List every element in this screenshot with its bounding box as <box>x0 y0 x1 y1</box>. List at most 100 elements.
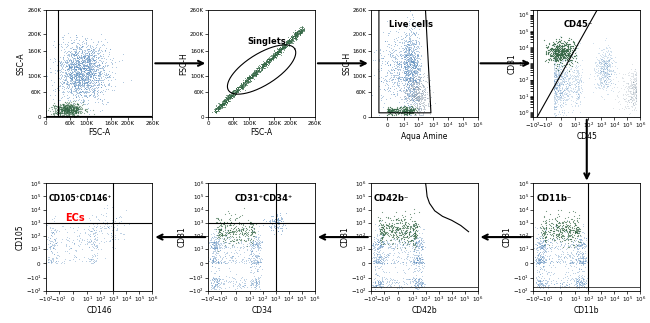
Point <box>269 218 280 223</box>
Point <box>68 57 78 62</box>
Point <box>409 93 419 98</box>
Point <box>234 84 244 89</box>
Point <box>250 72 260 78</box>
Point <box>89 82 99 88</box>
Point <box>81 40 91 45</box>
Point <box>70 81 81 87</box>
Point <box>549 46 559 51</box>
Point <box>554 46 564 51</box>
Point <box>69 51 79 57</box>
Point <box>580 235 591 241</box>
Point <box>546 43 556 48</box>
Point <box>406 54 416 59</box>
Point <box>532 239 542 244</box>
Point <box>391 216 402 222</box>
Point <box>232 88 242 93</box>
Point <box>593 81 603 86</box>
Point <box>628 70 638 75</box>
Point <box>378 258 389 263</box>
Point <box>551 58 562 64</box>
Point <box>98 65 109 70</box>
Point <box>395 227 405 232</box>
Point <box>554 77 565 82</box>
Point <box>549 94 559 99</box>
Point <box>551 49 561 54</box>
Point <box>55 79 66 85</box>
Point <box>60 112 71 118</box>
Point <box>98 74 109 79</box>
Point <box>595 73 606 78</box>
Point <box>539 256 549 261</box>
Point <box>73 75 84 80</box>
Point <box>79 57 90 62</box>
Point <box>61 89 72 94</box>
Point <box>397 52 408 57</box>
Point <box>538 247 548 252</box>
Point <box>92 56 103 61</box>
Point <box>578 260 588 266</box>
Point <box>282 38 293 43</box>
Point <box>408 86 419 91</box>
Point <box>551 103 562 108</box>
Point <box>541 277 551 282</box>
Point <box>396 63 406 68</box>
Point <box>71 107 81 112</box>
Point <box>70 113 80 118</box>
Point <box>398 78 409 83</box>
Point <box>383 62 393 67</box>
Point <box>534 256 545 261</box>
Point <box>601 80 611 85</box>
Point <box>388 77 398 82</box>
Point <box>75 67 85 72</box>
Point <box>408 15 418 20</box>
Point <box>558 244 569 249</box>
Point <box>603 68 613 73</box>
Point <box>556 52 566 57</box>
Point <box>405 38 415 43</box>
Point <box>575 244 586 249</box>
Point <box>549 98 560 103</box>
Point <box>218 238 228 243</box>
Point <box>91 60 101 65</box>
Point <box>567 243 578 248</box>
Point <box>266 56 277 61</box>
Point <box>549 228 559 233</box>
Point <box>393 220 403 225</box>
Point <box>559 50 569 56</box>
Point <box>282 37 293 43</box>
Point <box>573 244 584 249</box>
Point <box>581 281 592 286</box>
Point <box>408 258 419 263</box>
Point <box>267 217 278 222</box>
Point <box>393 254 403 259</box>
Point <box>549 74 559 79</box>
Point <box>50 87 60 92</box>
Point <box>231 257 241 263</box>
Point <box>84 73 95 78</box>
Point <box>550 91 560 97</box>
Point <box>375 245 385 250</box>
Point <box>407 94 417 99</box>
Point <box>406 97 417 102</box>
Point <box>62 108 73 113</box>
Point <box>410 65 421 70</box>
Point <box>596 81 606 86</box>
Point <box>544 276 554 281</box>
Point <box>556 52 567 57</box>
Point <box>80 88 90 93</box>
Point <box>535 247 545 252</box>
Point <box>111 216 122 221</box>
Point <box>286 34 296 39</box>
Point <box>556 52 566 57</box>
Point <box>247 73 257 78</box>
Point <box>379 260 389 266</box>
Point <box>292 30 302 35</box>
Point <box>545 260 555 265</box>
Point <box>257 61 268 66</box>
Point <box>83 83 93 88</box>
Point <box>274 48 285 53</box>
Point <box>280 43 291 48</box>
Point <box>68 51 79 57</box>
Point <box>572 282 582 287</box>
Point <box>538 227 548 233</box>
